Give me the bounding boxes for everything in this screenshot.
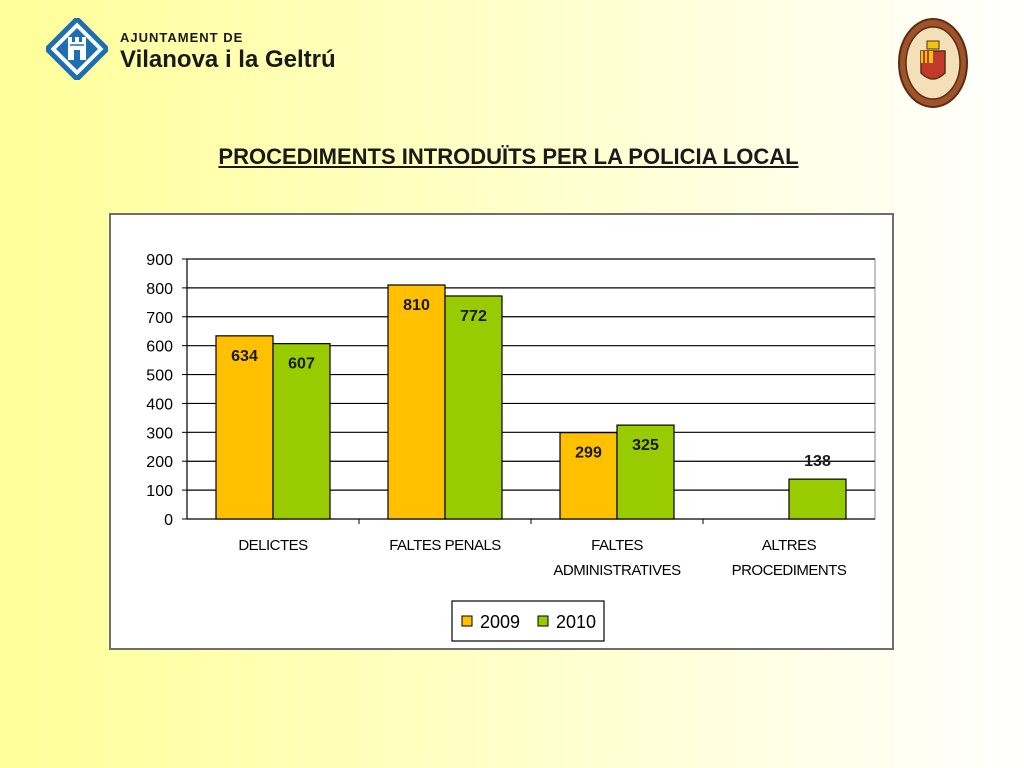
bar-2009 xyxy=(215,335,274,520)
y-tick-label: 400 xyxy=(146,396,173,413)
x-tick-label: FALTES ADMINISTRATIVES xyxy=(553,537,681,579)
castle-shield-icon xyxy=(46,18,108,80)
policia-local-seal-icon xyxy=(898,18,968,108)
y-tick-label: 200 xyxy=(146,454,173,471)
y-tick-label: 600 xyxy=(146,339,173,356)
y-tick-label: 900 xyxy=(146,252,173,269)
data-label: 772 xyxy=(460,308,487,325)
bar-2010 xyxy=(788,478,847,520)
legend-swatch-2010 xyxy=(537,615,549,627)
legend-label-2010: 2010 xyxy=(556,612,596,632)
bar-chart: 0 100 200 300 400 500 600 700 800 900 DELICTES 634 6… xyxy=(146,252,876,642)
y-tick-label: 0 xyxy=(164,512,173,529)
data-label: 138 xyxy=(804,453,831,470)
data-label: 325 xyxy=(632,437,659,454)
legend-label-2009: 2009 xyxy=(480,612,520,632)
bar-2010 xyxy=(444,295,503,520)
slide-title: PROCEDIMENTS INTRODUÏTS PER LA POLICIA L… xyxy=(218,144,799,169)
y-tick-label: 800 xyxy=(146,281,173,298)
city-council-logo: AJUNTAMENT DE Vilanova i la Geltrú xyxy=(46,18,336,82)
org-line1: AJUNTAMENT DE xyxy=(120,30,244,45)
y-tick-label: 100 xyxy=(146,483,173,500)
data-label: 634 xyxy=(231,348,258,365)
org-name: Vilanova i la Geltrú xyxy=(120,46,336,73)
data-label: 810 xyxy=(403,297,430,314)
x-tick-label: DELICTES xyxy=(238,537,308,554)
x-tick-label: ALTRES PROCEDIMENTS xyxy=(732,537,847,579)
y-tick-label: 500 xyxy=(146,368,173,385)
y-tick-label: 700 xyxy=(146,310,173,327)
bar-2009 xyxy=(387,284,446,520)
legend-swatch-2009 xyxy=(461,615,473,627)
y-tick-label: 300 xyxy=(146,425,173,442)
data-label: 299 xyxy=(575,445,602,462)
legend xyxy=(451,600,605,642)
data-label: 607 xyxy=(288,356,315,373)
bar-2009 xyxy=(559,432,618,520)
chart-frame: 0 100 200 300 400 500 600 700 800 900 DELICTES 634 6… xyxy=(109,213,894,650)
x-tick-label: FALTES PENALS xyxy=(389,537,501,554)
bar-2010 xyxy=(272,343,331,520)
bar-2010 xyxy=(616,424,675,520)
